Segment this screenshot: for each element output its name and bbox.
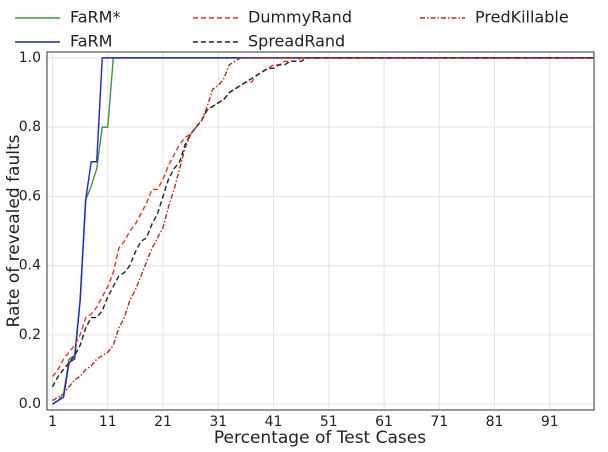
x-tick-label: 91 [541, 414, 559, 430]
series-line [52, 57, 594, 405]
y-tick-label: 0.2 [19, 327, 41, 343]
x-tick-label: 61 [375, 414, 393, 430]
series-line [51, 57, 594, 388]
x-tick-label: 51 [320, 414, 338, 430]
x-tick-label: 71 [430, 414, 448, 430]
x-tick-label: 11 [99, 414, 117, 430]
legend-label: SpreadRand [248, 32, 345, 51]
y-tick-label: 0.0 [19, 396, 41, 412]
legend-label: FaRM* [70, 8, 120, 27]
x-axis-label: Percentage of Test Cases [214, 428, 426, 448]
legend-label: FaRM [70, 32, 112, 51]
y-tick-label: 0.6 [19, 188, 41, 204]
y-axis-label: Rate of revealed faults [4, 134, 24, 327]
y-tick-label: 1.0 [19, 50, 41, 66]
x-tick-label: 41 [265, 414, 283, 430]
legend-label: DummyRand [248, 8, 352, 27]
series-line [51, 57, 594, 377]
series-line [52, 57, 594, 402]
x-tick-label: 81 [486, 414, 504, 430]
legend-label: PredKillable [475, 8, 569, 27]
series-line [52, 57, 594, 405]
y-tick-label: 0.8 [19, 119, 41, 135]
plot-frame [46, 51, 595, 411]
x-tick-label: 31 [209, 414, 227, 430]
x-tick-label: 1 [48, 414, 57, 430]
x-tick-label: 21 [154, 414, 172, 430]
y-tick-label: 0.4 [19, 258, 41, 274]
